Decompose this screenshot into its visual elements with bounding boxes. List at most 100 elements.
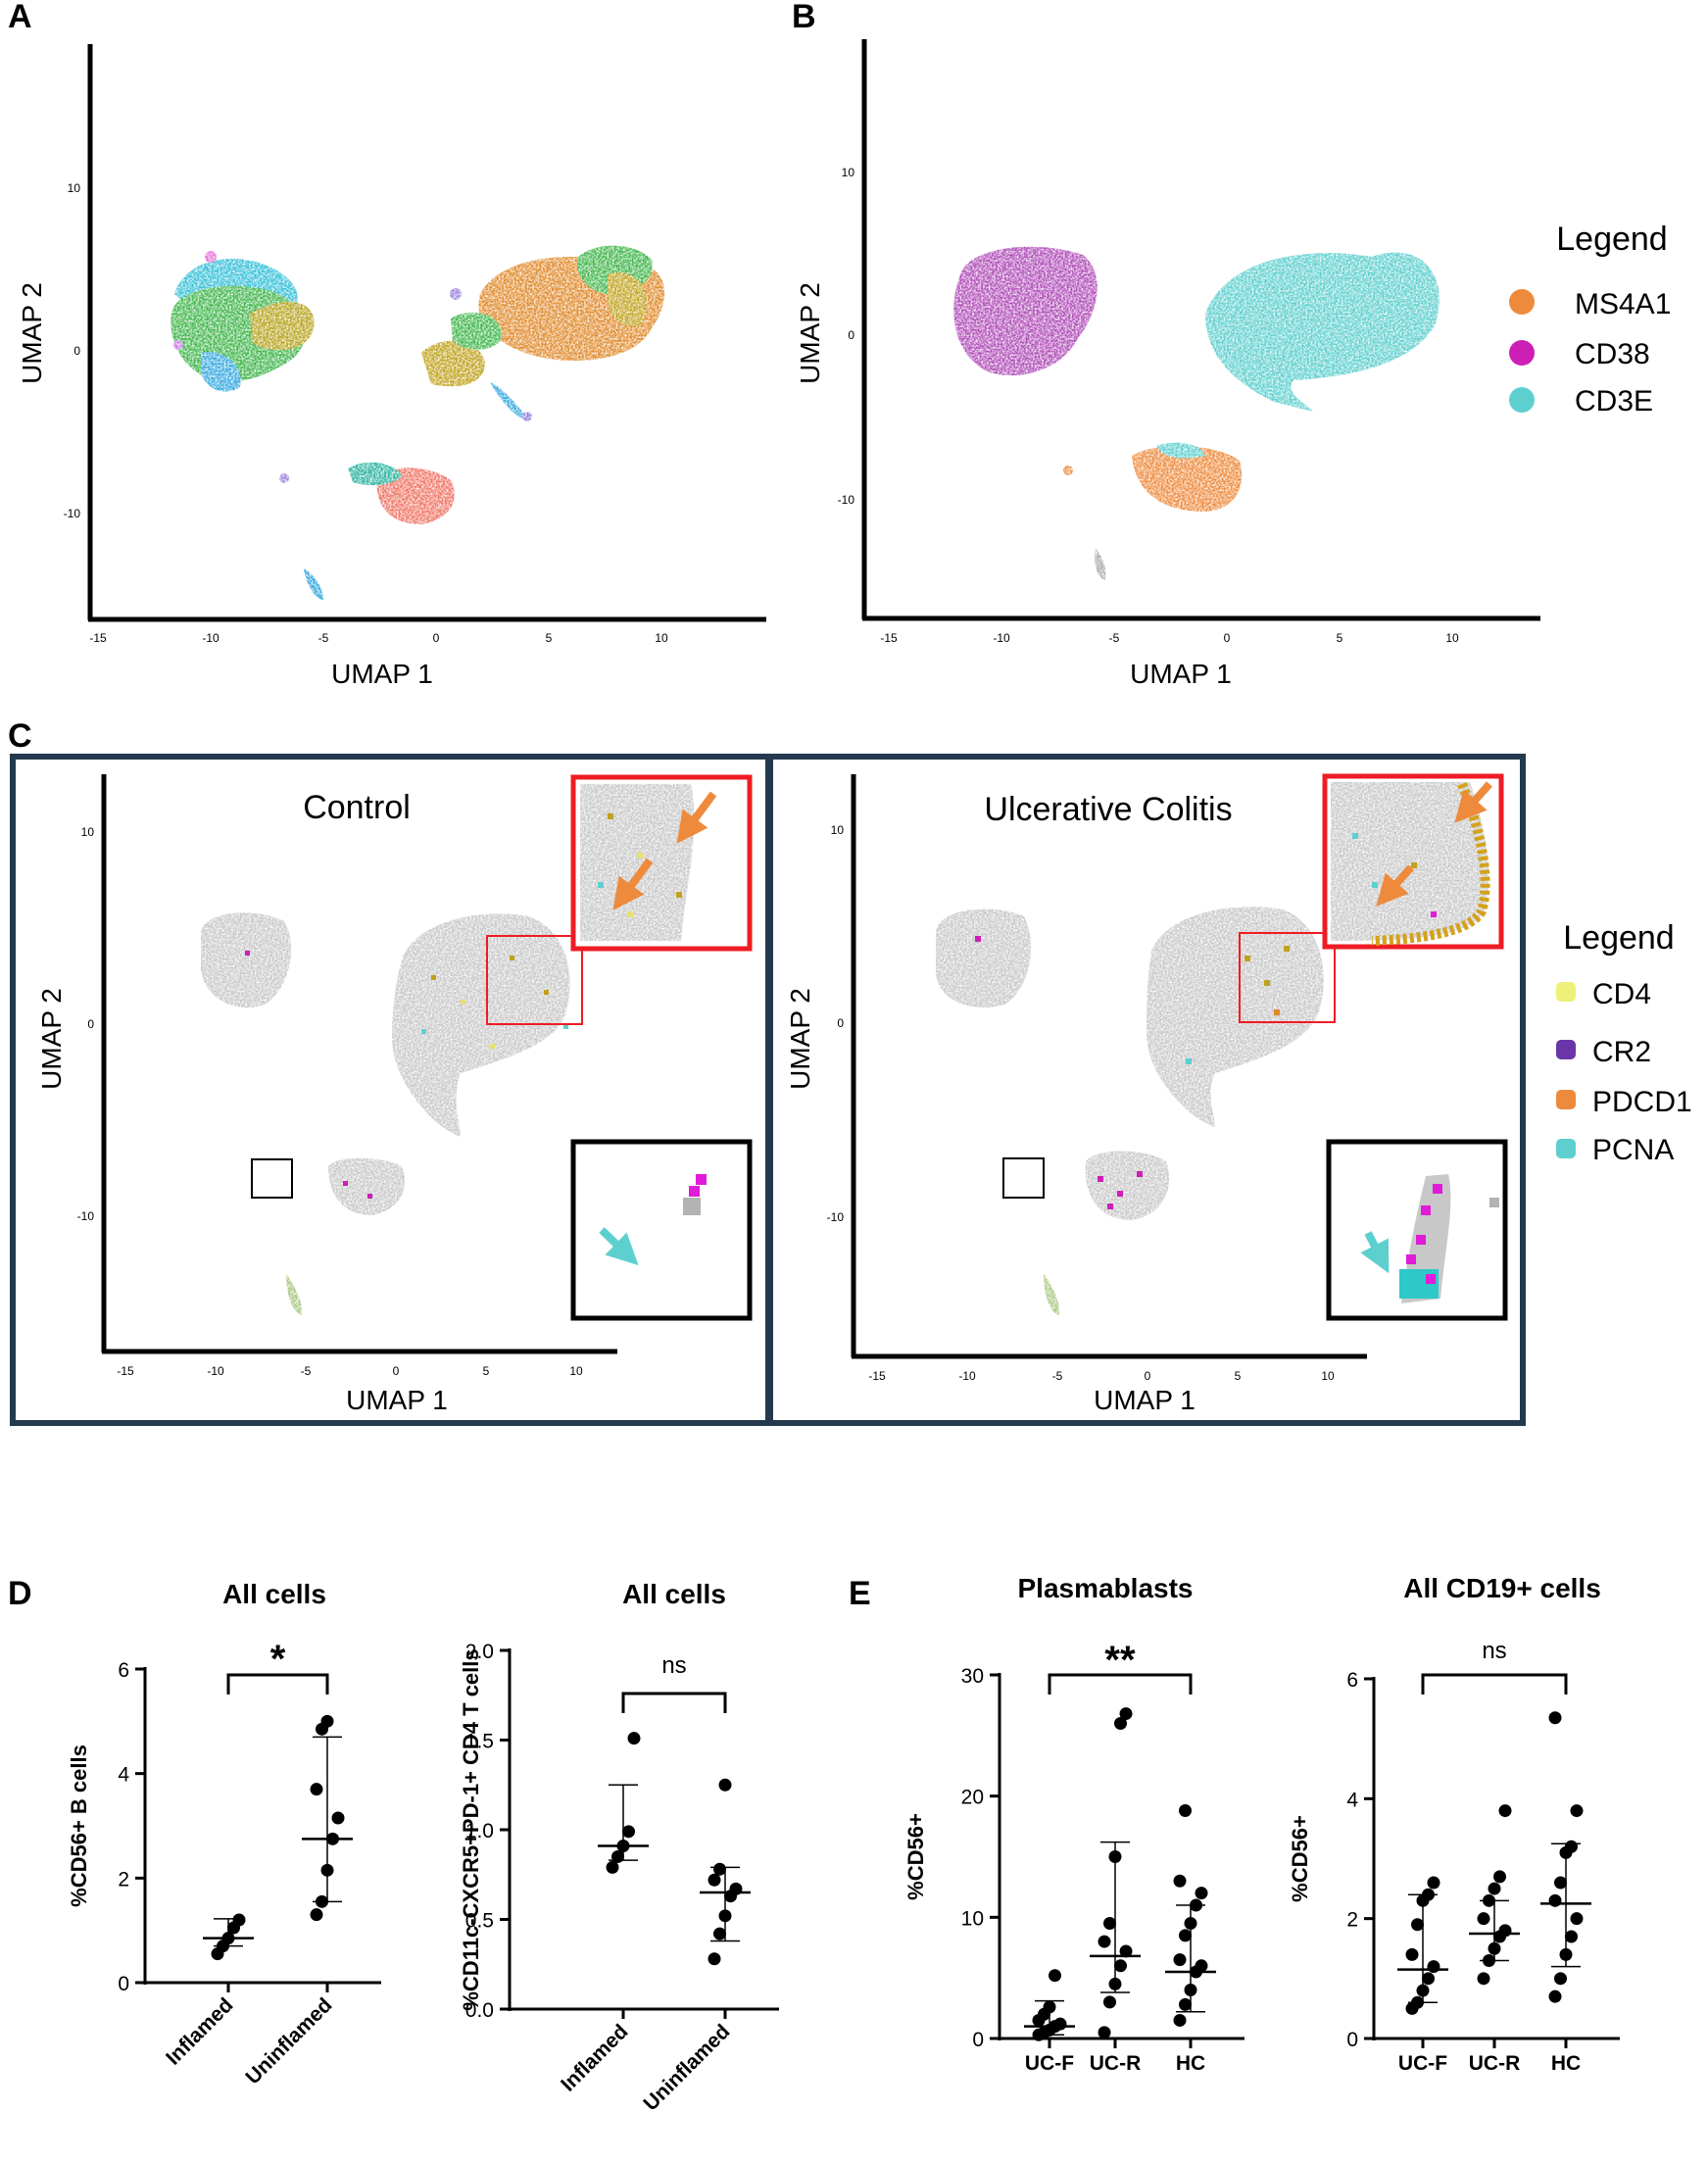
cluster-blue-tail xyxy=(304,568,323,600)
x-tick: 5 xyxy=(1235,1369,1242,1383)
data-point xyxy=(627,1732,641,1745)
uc-blob-left xyxy=(936,909,1032,1008)
uc-blob-right xyxy=(1147,907,1324,1127)
x-axis-label: UMAP 1 xyxy=(331,659,433,689)
data-point xyxy=(1195,1959,1208,1973)
cluster-ms4a1 xyxy=(1132,445,1243,512)
inset-cells xyxy=(1331,782,1489,941)
chart-title: All cells xyxy=(622,1579,726,1609)
data-point xyxy=(1179,1929,1192,1942)
data-point xyxy=(1098,2026,1111,2039)
x-tick: -10 xyxy=(993,631,1010,645)
data-point xyxy=(1477,1912,1490,1926)
data-point xyxy=(1477,1972,1490,1986)
panel-letter-a: A xyxy=(8,0,32,35)
legend-label: CD4 xyxy=(1592,978,1651,1010)
data-point xyxy=(1488,1882,1501,1895)
x-tick: 0 xyxy=(433,631,440,645)
uc-inset-black xyxy=(1326,1139,1508,1321)
inset-edge xyxy=(1371,782,1490,946)
y-axis-label: UMAP 2 xyxy=(795,282,825,384)
data-point xyxy=(1498,1804,1512,1818)
control-blob-tail xyxy=(286,1274,303,1315)
y-axis-label: %CD56+ B cells xyxy=(67,1744,91,1907)
y-tick-label: 4 xyxy=(1346,1789,1358,1811)
inset-cells xyxy=(580,784,695,941)
cluster-cd3e-right xyxy=(1205,252,1440,412)
x-tick: 10 xyxy=(1445,631,1459,645)
inset-cell xyxy=(683,1198,701,1215)
legend-label: MS4A1 xyxy=(1575,288,1671,320)
data-point xyxy=(1411,1918,1424,1932)
y-tick: 10 xyxy=(831,823,845,837)
x-tick: -5 xyxy=(301,1364,312,1378)
x-tick: 10 xyxy=(1321,1369,1335,1383)
data-point xyxy=(1427,1876,1440,1890)
data-point xyxy=(718,1778,732,1792)
data-point xyxy=(320,1714,334,1728)
data-point xyxy=(1548,1989,1562,2003)
x-tick: -10 xyxy=(207,1364,224,1378)
data-point xyxy=(1119,1944,1133,1958)
x-axis-label: UMAP 1 xyxy=(1130,659,1232,689)
chart-d-cd56-b-cells: 0 2 4 6 Inflamed Uninflamed All cells %CD56+ B … xyxy=(67,1579,381,2088)
control-inset-red xyxy=(570,774,753,952)
y-tick: -10 xyxy=(838,493,855,507)
arrow-orange xyxy=(1376,864,1414,907)
x-tick: 0 xyxy=(393,1364,400,1378)
uc-ticks: -15 -10 -5 0 5 10 10 0 -10 xyxy=(827,823,1335,1383)
y-axis-label: %CD11c-CXCR5+PD-1+ CD4 T cells xyxy=(459,1648,483,2010)
data-point xyxy=(622,1825,635,1839)
significance-bracket xyxy=(226,1673,329,1694)
data-point xyxy=(1422,1972,1435,1986)
data-point xyxy=(1053,2017,1067,2031)
panel-a-ticks: -15 -10 -5 0 5 10 10 0 -10 xyxy=(64,181,668,645)
significance-bracket xyxy=(1048,1673,1193,1694)
legend-swatch-cd4 xyxy=(1556,982,1576,1002)
control-zoom-box-black-small xyxy=(251,1158,293,1199)
x-tick: 5 xyxy=(546,631,553,645)
legend-swatch-pcna xyxy=(1556,1139,1576,1158)
uc-inset-red xyxy=(1322,773,1504,950)
arrow-orange xyxy=(1454,781,1492,823)
data-point xyxy=(1548,1711,1562,1725)
y-tick-label: 0.0 xyxy=(465,1999,494,2022)
cluster-ms4a1-dot xyxy=(1063,466,1073,475)
y-tick-label: 0 xyxy=(118,1973,129,1995)
data-point xyxy=(708,1952,721,1966)
y-tick-label: 2 xyxy=(1346,1909,1358,1932)
cluster-salmon xyxy=(376,467,455,524)
legend-label: PDCD1 xyxy=(1592,1086,1692,1118)
legend-c: Legend CD4 CR2 PDCD1 PCNA xyxy=(1556,919,1692,1166)
cluster-blue-left xyxy=(201,352,241,392)
data-point xyxy=(310,1908,323,1922)
panel-b-ticks: -15 -10 -5 0 5 10 10 0 -10 xyxy=(838,166,1459,645)
data-point xyxy=(1173,1953,1187,1967)
legend-b: Legend MS4A1 CD38 CD3E xyxy=(1509,221,1671,417)
control-axes xyxy=(101,774,617,1354)
x-category-label: HC xyxy=(1176,2052,1205,2075)
panel-c: C -15 -10 xyxy=(8,717,1692,1426)
panel-letter-d: D xyxy=(8,1575,32,1612)
panel-letter-c: C xyxy=(8,717,32,755)
control-blob-left xyxy=(201,912,292,1008)
y-tick-label: 1.0 xyxy=(465,1820,494,1842)
inset-cell xyxy=(689,1186,700,1197)
cluster-blue-right-tail xyxy=(490,382,529,420)
panel-a-clusters xyxy=(171,245,665,600)
panel-c-uc: -15 -10 -5 0 5 10 10 0 -10 Ulcerative Co… xyxy=(785,773,1508,1415)
data-point xyxy=(708,1873,721,1887)
cluster-violet-dot-2 xyxy=(173,340,183,350)
cluster-cd38-left xyxy=(953,246,1098,376)
legend-swatch-cd38 xyxy=(1509,340,1535,366)
y-tick-label: 20 xyxy=(961,1787,984,1809)
x-tick: -15 xyxy=(117,1364,134,1378)
legend-swatch-ms4a1 xyxy=(1509,289,1535,315)
chart-e-cd19-cells: 0 2 4 6 UC-F UC-R HC All CD19+ cells %CD56+ ns xyxy=(1288,1573,1620,2075)
uc-title: Ulcerative Colitis xyxy=(984,791,1232,828)
x-category-label: Uninflamed xyxy=(241,1993,336,2088)
arrow-cyan xyxy=(599,1227,639,1266)
uc-zoom-box-black-small xyxy=(1002,1157,1045,1199)
y-tick-label: 30 xyxy=(961,1665,984,1688)
